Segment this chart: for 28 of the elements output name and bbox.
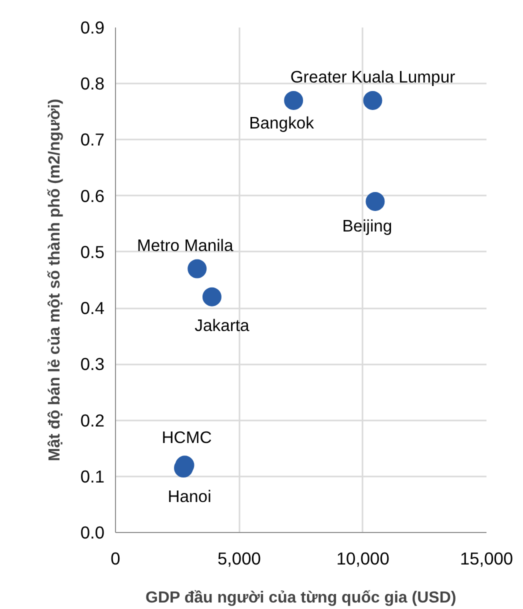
x-tick-label: 15,000 — [460, 548, 513, 568]
y-tick-label: 0.1 — [80, 466, 105, 486]
y-tick-label: 0.6 — [80, 186, 105, 206]
x-tick-label: 0 — [110, 548, 120, 568]
annotation: Hanoi — [168, 486, 212, 506]
y-tick-label: 0.5 — [80, 242, 105, 262]
x-tick-label: 5,000 — [217, 548, 261, 568]
x-axis-title: GDP đầu người của từng quốc gia (USD) — [146, 590, 456, 606]
point — [363, 90, 382, 110]
annotation: Greater Kuala Lumpur — [290, 67, 456, 86]
point — [366, 192, 385, 211]
x-tick-label: 10,000 — [336, 548, 390, 568]
point — [284, 90, 304, 110]
y-axis-title: Mật độ bán lẻ của một số thành phố (m2/người) — [46, 98, 64, 462]
point — [202, 287, 222, 306]
annotation: HCMC — [162, 428, 212, 448]
point — [188, 259, 207, 278]
y-tick-label: 0.8 — [80, 74, 105, 94]
annotation: Bangkok — [249, 113, 315, 132]
y-tick-label: 0.7 — [80, 130, 105, 150]
annotation: Beijing — [342, 216, 392, 236]
y-tick-label: 0.2 — [80, 410, 105, 430]
y-tick-label: 0.0 — [80, 522, 105, 542]
y-tick-label: 0.9 — [80, 18, 105, 38]
y-tick-label: 0.3 — [80, 354, 105, 374]
annotation: Jakarta — [194, 316, 250, 335]
annotation: Metro Manila — [136, 236, 234, 255]
y-tick-label: 0.4 — [80, 298, 105, 318]
